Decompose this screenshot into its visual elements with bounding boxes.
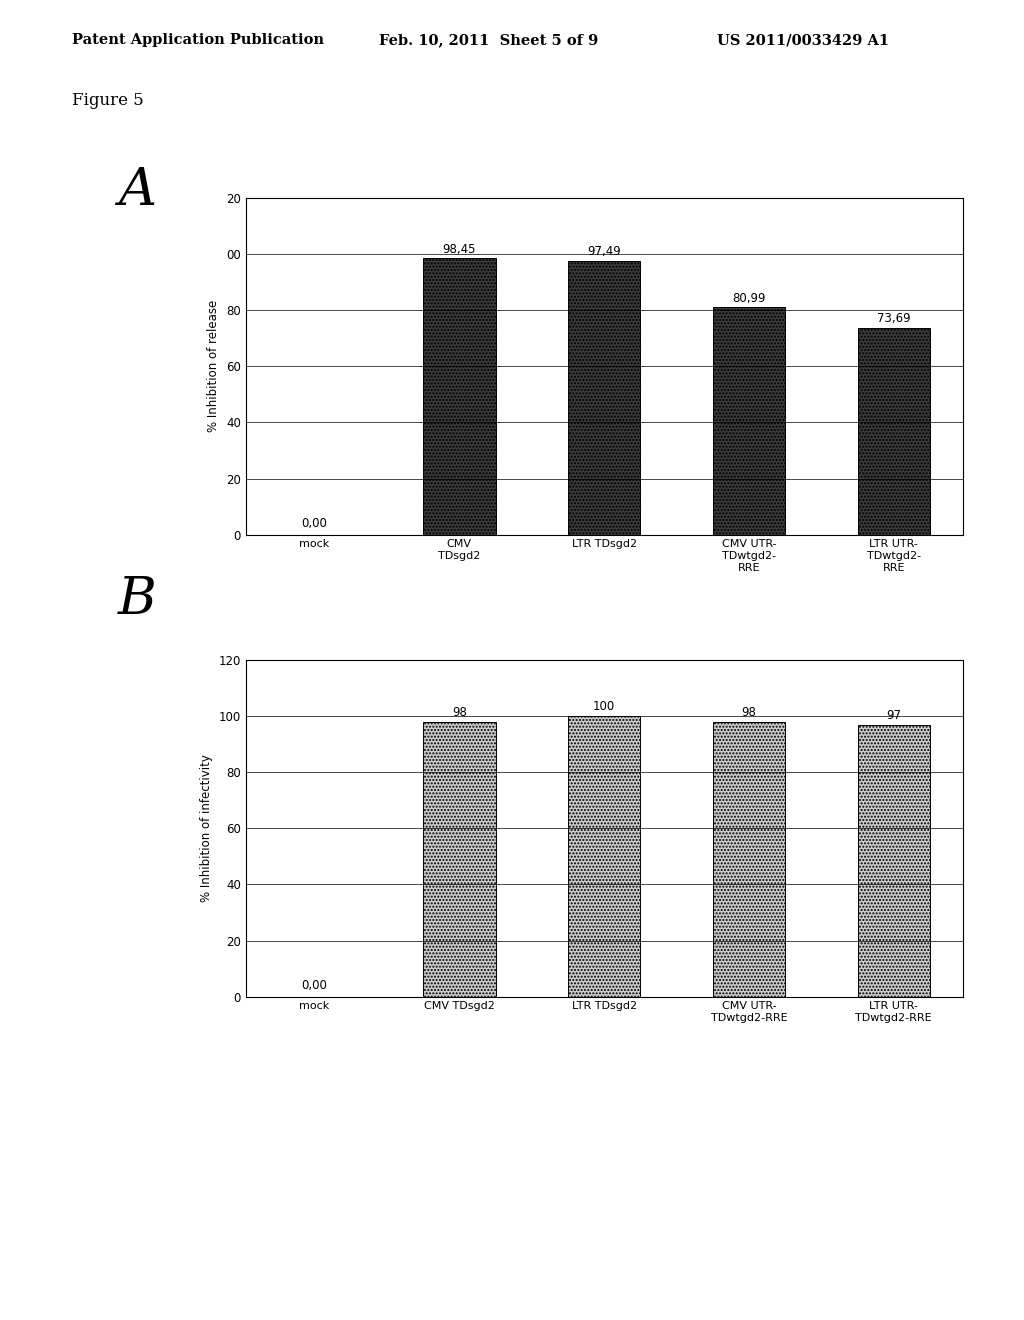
Text: 98: 98 bbox=[452, 706, 467, 719]
Bar bbox=[713, 722, 785, 997]
Text: 100: 100 bbox=[593, 701, 615, 713]
Y-axis label: % Inhibition of infectivity: % Inhibition of infectivity bbox=[200, 754, 213, 903]
Y-axis label: % Inhibition of release: % Inhibition of release bbox=[208, 300, 220, 433]
Text: 98: 98 bbox=[741, 706, 757, 719]
Bar bbox=[857, 725, 930, 997]
Text: 73,69: 73,69 bbox=[877, 312, 910, 325]
Text: A: A bbox=[118, 165, 156, 216]
Bar bbox=[568, 715, 640, 997]
Text: US 2011/0033429 A1: US 2011/0033429 A1 bbox=[717, 33, 889, 48]
Text: 97: 97 bbox=[887, 709, 901, 722]
Text: 80,99: 80,99 bbox=[732, 292, 766, 305]
Text: B: B bbox=[118, 574, 157, 626]
Text: Patent Application Publication: Patent Application Publication bbox=[72, 33, 324, 48]
Text: 0,00: 0,00 bbox=[302, 517, 328, 531]
Text: 98,45: 98,45 bbox=[442, 243, 476, 256]
Text: Feb. 10, 2011  Sheet 5 of 9: Feb. 10, 2011 Sheet 5 of 9 bbox=[379, 33, 598, 48]
Text: 0,00: 0,00 bbox=[302, 979, 328, 993]
Bar bbox=[857, 327, 930, 535]
Text: 97,49: 97,49 bbox=[588, 246, 621, 259]
Bar bbox=[713, 308, 785, 535]
Bar bbox=[423, 259, 496, 535]
Bar bbox=[568, 261, 640, 535]
Text: Figure 5: Figure 5 bbox=[72, 92, 143, 110]
Bar bbox=[423, 722, 496, 997]
